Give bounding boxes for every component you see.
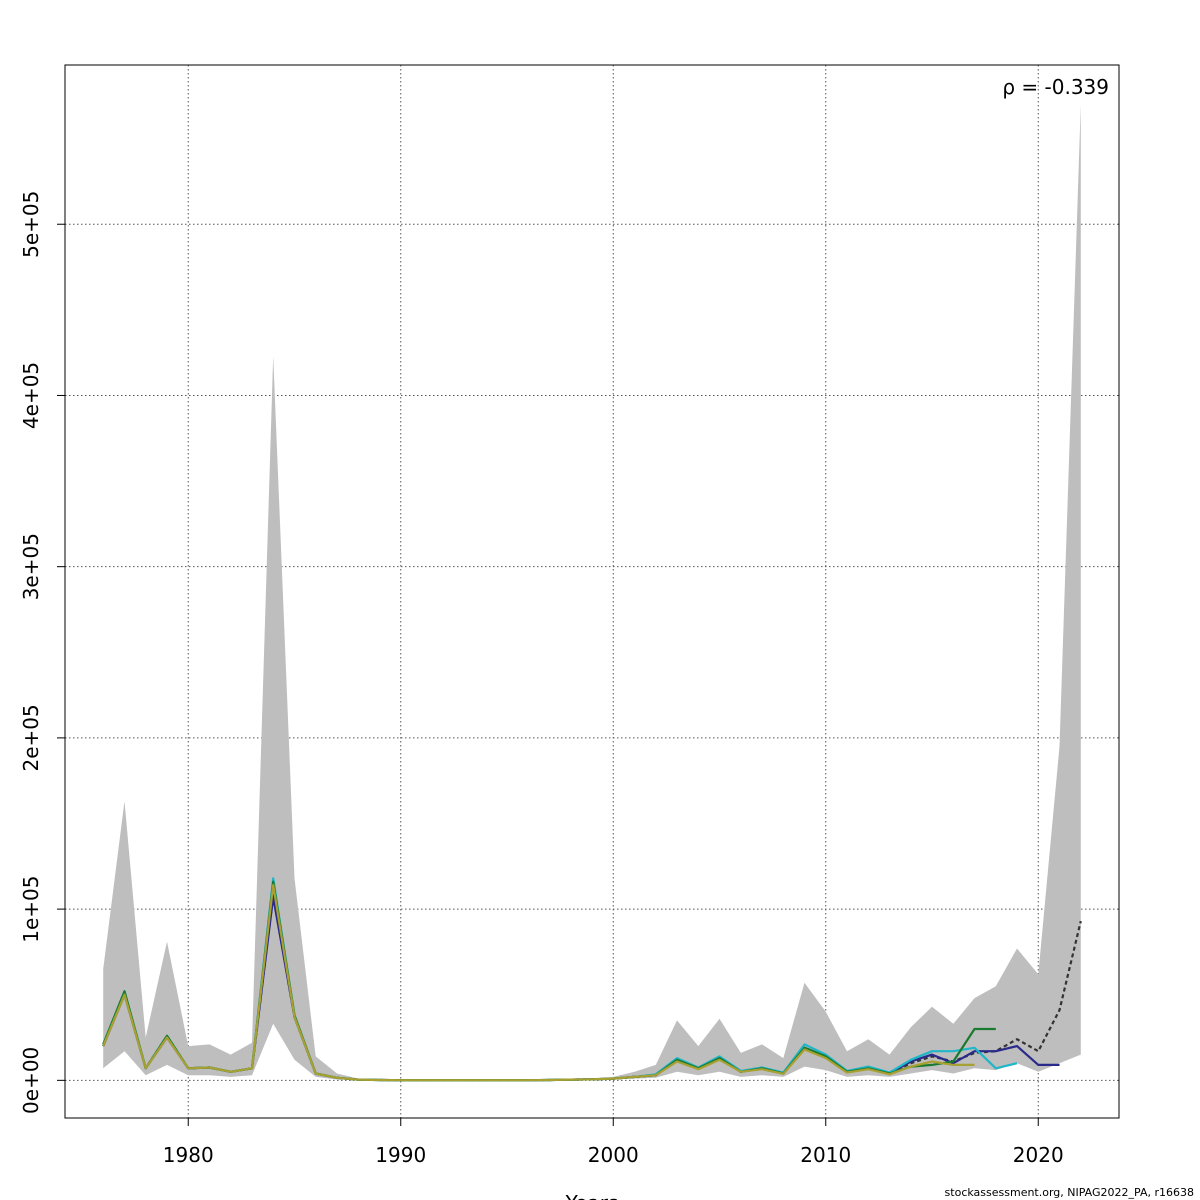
- x-tick-label: 2010: [800, 1143, 851, 1167]
- x-tick-label: 1980: [163, 1143, 214, 1167]
- series-lines: [102, 877, 1082, 1082]
- y-tick-label: 5e+05: [19, 191, 43, 258]
- y-tick-label: 1e+05: [19, 875, 43, 942]
- y-tick-label: 3e+05: [19, 533, 43, 600]
- x-tick-label: 2000: [588, 1143, 639, 1167]
- y-tick-label: 4e+05: [19, 362, 43, 429]
- x-tick-label: 1990: [375, 1143, 426, 1167]
- confidence-band-area: [103, 104, 1081, 1081]
- y-tick-label: 2e+05: [19, 704, 43, 771]
- x-axis-label: Years: [565, 1191, 619, 1200]
- confidence-band: [103, 104, 1081, 1081]
- x-tick-label: 2020: [1013, 1143, 1064, 1167]
- grid: [65, 65, 1119, 1118]
- series-line-4: [102, 883, 975, 1082]
- plot-frame: [64, 64, 1120, 1119]
- credit-text: stockassessment.org, NIPAG2022_PA, r1663…: [945, 1186, 1194, 1199]
- y-tick-label: 0e+00: [19, 1047, 43, 1114]
- rho-annotation: ρ = -0.339: [1002, 75, 1109, 99]
- axes: 1980 1990 2000 2010 2020 0e+00 1e+05 2e+05 3e+05…: [19, 191, 1064, 1167]
